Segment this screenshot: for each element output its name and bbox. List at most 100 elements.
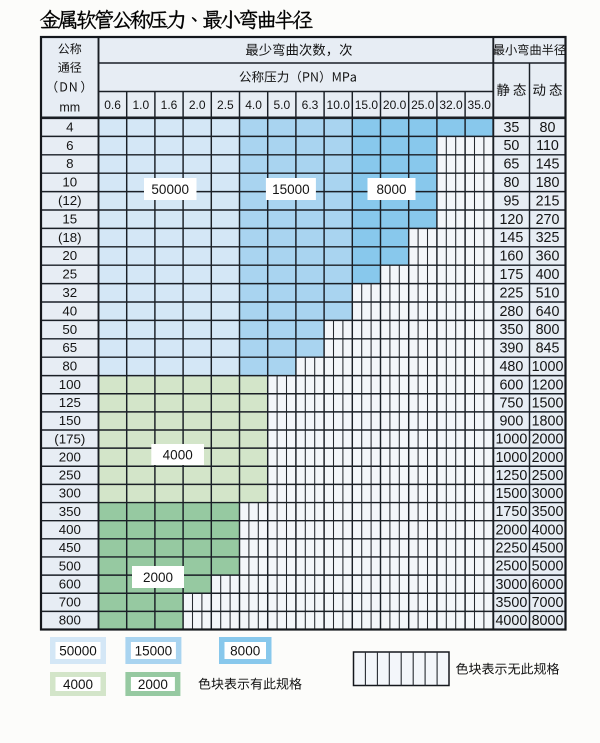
svg-text:10.0: 10.0 <box>327 98 351 112</box>
svg-text:20: 20 <box>62 248 77 263</box>
svg-text:15000: 15000 <box>135 643 173 658</box>
svg-text:32.0: 32.0 <box>439 98 463 112</box>
svg-text:640: 640 <box>536 304 560 320</box>
svg-text:3500: 3500 <box>532 504 564 520</box>
svg-text:150: 150 <box>59 413 81 428</box>
svg-text:600: 600 <box>499 377 523 393</box>
svg-text:215: 215 <box>536 193 560 209</box>
svg-text:8000: 8000 <box>532 613 564 629</box>
svg-text:6.3: 6.3 <box>302 98 319 112</box>
svg-text:(18): (18) <box>58 230 82 245</box>
svg-text:400: 400 <box>59 522 81 537</box>
svg-text:2500: 2500 <box>532 468 564 484</box>
svg-text:50: 50 <box>62 322 77 337</box>
svg-text:700: 700 <box>59 595 81 610</box>
svg-text:50000: 50000 <box>151 182 189 197</box>
svg-text:500: 500 <box>59 558 81 573</box>
svg-text:40: 40 <box>62 303 77 318</box>
svg-text:8000: 8000 <box>230 643 260 658</box>
svg-text:325: 325 <box>536 230 560 246</box>
svg-text:750: 750 <box>499 395 523 411</box>
svg-text:2000: 2000 <box>143 570 173 585</box>
svg-text:25: 25 <box>62 267 77 282</box>
svg-text:120: 120 <box>499 212 523 228</box>
svg-text:800: 800 <box>59 613 81 628</box>
svg-text:1250: 1250 <box>495 468 527 484</box>
svg-text:200: 200 <box>59 450 81 465</box>
svg-text:50: 50 <box>503 138 519 154</box>
svg-text:1500: 1500 <box>532 395 564 411</box>
svg-text:360: 360 <box>536 249 560 265</box>
svg-text:4: 4 <box>66 119 73 134</box>
svg-text:1.0: 1.0 <box>132 98 149 112</box>
svg-text:50000: 50000 <box>59 643 97 658</box>
svg-text:4000: 4000 <box>532 522 564 538</box>
svg-text:1000: 1000 <box>495 432 527 448</box>
svg-text:1200: 1200 <box>532 377 564 393</box>
svg-text:20.0: 20.0 <box>383 98 407 112</box>
svg-text:2000: 2000 <box>138 677 168 692</box>
svg-text:350: 350 <box>499 322 523 338</box>
svg-text:5.0: 5.0 <box>273 98 290 112</box>
svg-text:3000: 3000 <box>532 486 564 502</box>
svg-text:100: 100 <box>59 377 81 392</box>
svg-text:4000: 4000 <box>163 447 193 462</box>
svg-text:15.0: 15.0 <box>355 98 379 112</box>
svg-text:(175): (175) <box>54 431 85 446</box>
svg-text:1750: 1750 <box>495 504 527 520</box>
svg-text:35.0: 35.0 <box>468 98 492 112</box>
svg-text:900: 900 <box>499 414 523 430</box>
svg-text:125: 125 <box>59 395 81 410</box>
svg-text:4000: 4000 <box>63 677 93 692</box>
svg-text:250: 250 <box>59 468 81 483</box>
svg-text:4500: 4500 <box>532 541 564 557</box>
svg-text:160: 160 <box>499 249 523 265</box>
svg-text:65: 65 <box>503 157 519 173</box>
svg-text:80: 80 <box>62 359 77 374</box>
svg-text:270: 270 <box>536 212 560 228</box>
svg-text:175: 175 <box>499 267 523 283</box>
svg-text:15000: 15000 <box>272 182 310 197</box>
svg-text:1.6: 1.6 <box>161 98 178 112</box>
svg-text:600: 600 <box>59 576 81 591</box>
svg-text:65: 65 <box>62 340 77 355</box>
svg-text:2000: 2000 <box>532 432 564 448</box>
svg-text:800: 800 <box>536 322 560 338</box>
svg-text:480: 480 <box>499 359 523 375</box>
svg-text:180: 180 <box>536 175 560 191</box>
svg-text:4.0: 4.0 <box>245 98 262 112</box>
svg-text:1000: 1000 <box>532 359 564 375</box>
svg-text:10: 10 <box>62 175 77 190</box>
svg-text:1000: 1000 <box>495 450 527 466</box>
svg-text:390: 390 <box>499 341 523 357</box>
svg-text:450: 450 <box>59 540 81 555</box>
svg-text:6: 6 <box>66 138 73 153</box>
svg-text:1500: 1500 <box>495 486 527 502</box>
svg-text:4000: 4000 <box>495 613 527 629</box>
svg-text:0.6: 0.6 <box>104 98 121 112</box>
svg-text:32: 32 <box>62 285 77 300</box>
svg-text:280: 280 <box>499 304 523 320</box>
svg-text:35: 35 <box>503 120 519 136</box>
svg-text:80: 80 <box>540 120 556 136</box>
svg-text:2500: 2500 <box>495 559 527 575</box>
svg-text:2.0: 2.0 <box>189 98 206 112</box>
svg-text:845: 845 <box>536 341 560 357</box>
svg-text:2250: 2250 <box>495 541 527 557</box>
svg-text:8: 8 <box>66 156 73 171</box>
svg-text:145: 145 <box>536 157 560 173</box>
svg-text:15: 15 <box>62 211 77 226</box>
svg-text:110: 110 <box>536 138 559 154</box>
svg-text:3500: 3500 <box>495 595 527 611</box>
svg-text:300: 300 <box>59 486 81 501</box>
svg-text:(12): (12) <box>58 193 82 208</box>
svg-text:2000: 2000 <box>532 450 564 466</box>
svg-text:400: 400 <box>536 267 560 283</box>
svg-text:95: 95 <box>503 193 519 209</box>
svg-text:1800: 1800 <box>532 414 564 430</box>
svg-text:350: 350 <box>59 504 81 519</box>
svg-text:145: 145 <box>499 230 523 246</box>
svg-text:510: 510 <box>536 285 560 301</box>
svg-text:80: 80 <box>503 175 519 191</box>
svg-text:225: 225 <box>499 285 523 301</box>
